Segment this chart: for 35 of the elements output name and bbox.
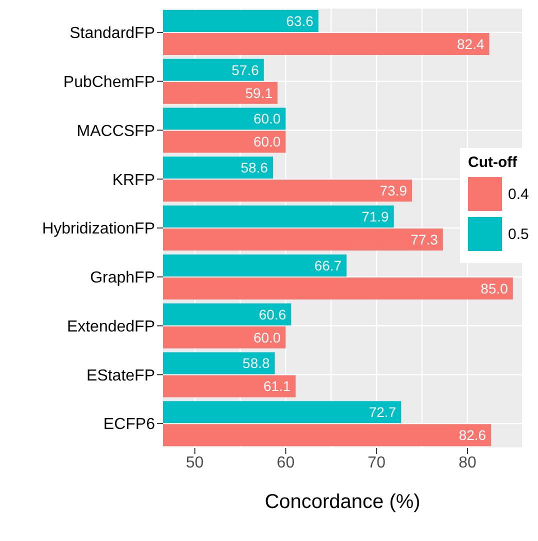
x-tick-label: 80	[458, 454, 476, 472]
y-tick-label: ExtendedFP	[66, 318, 155, 336]
data-label: 60.6	[258, 306, 286, 322]
data-label: 73.9	[380, 182, 408, 199]
data-label: 59.1	[245, 84, 273, 101]
y-tick-label: MACCSFP	[76, 122, 155, 140]
data-label: 60.0	[253, 134, 281, 150]
y-tick-label: ECFP6	[103, 416, 156, 434]
x-tick-label: 60	[276, 454, 295, 472]
data-label: 63.6	[286, 12, 314, 29]
x-tick-label: 50	[186, 454, 204, 472]
x-tick-label: 70	[368, 454, 386, 472]
y-tick-label: GraphFP	[90, 270, 155, 287]
data-label: 82.4	[457, 36, 484, 52]
y-tick-label: StandardFP	[70, 25, 155, 42]
data-label: 61.1	[263, 378, 291, 394]
data-label: 66.7	[314, 257, 342, 274]
data-label: 82.6	[458, 427, 486, 444]
data-label: 57.6	[232, 62, 260, 78]
data-label: 58.6	[240, 160, 268, 176]
y-tick-label: KRFP	[112, 172, 155, 189]
x-axis-title: Concordance (%)	[264, 491, 420, 513]
data-label: 85.0	[480, 280, 508, 296]
data-label: 60.0	[253, 110, 281, 127]
y-tick-label: EStateFP	[86, 367, 155, 384]
y-tick-label: HybridizationFP	[42, 220, 155, 238]
legend-label: 0.4	[508, 186, 529, 202]
y-tick-label: PubChemFP	[63, 74, 155, 92]
legend-title: Cut-off	[468, 154, 518, 171]
data-label: 72.7	[368, 404, 396, 420]
data-label: 77.3	[410, 232, 438, 248]
legend-label: 0.5	[508, 226, 529, 242]
data-label: 58.8	[242, 355, 270, 372]
data-label: 71.9	[362, 208, 390, 225]
data-label: 60.0	[253, 329, 281, 346]
